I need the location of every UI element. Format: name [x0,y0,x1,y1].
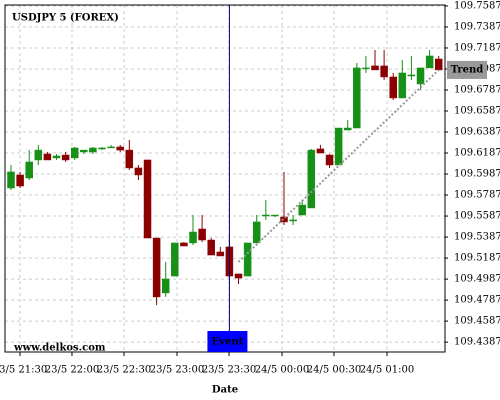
y-tick-label: 109.6587 [454,106,500,117]
candle-body [316,148,325,154]
candle-body [298,204,306,216]
y-tick-label: 109.7587 [454,0,500,11]
y-tick-label: 109.6387 [454,127,500,138]
y-tick-label: 109.5987 [454,169,500,180]
x-tick-label: 23/5 22:30 [97,365,151,376]
candle-body [198,228,206,241]
event-label-box [207,331,248,352]
x-tick-label: 24/5 00:30 [307,365,361,376]
candle-body [207,239,215,256]
candle-body [143,159,152,239]
candle-body [243,242,252,277]
candle-body [89,147,97,153]
y-tick-label: 109.5187 [454,253,500,264]
candle-body [362,67,370,70]
candle-body [289,219,297,222]
y-tick-label: 109.4987 [454,274,500,285]
candle-body [152,237,161,298]
candle-body [407,74,416,77]
candle-body [252,221,261,244]
x-tick-label: 23/5 23:00 [150,365,204,376]
candle-body [70,147,79,159]
candle-body [380,65,388,78]
candle-body [371,65,379,71]
candle-body [389,76,397,99]
y-tick-label: 109.5787 [454,190,500,201]
y-tick-label: 109.5387 [454,232,500,243]
x-tick-label: 23/5 21:30 [0,365,47,376]
x-tick-label: 23/5 23:30 [202,365,256,376]
candle-body [171,242,179,277]
candle-body [107,146,115,149]
candle-body [343,127,352,131]
candle-body [398,72,407,99]
candle-body [116,146,124,151]
candle-body [134,167,143,176]
candle-body [180,242,188,247]
candle-body [98,147,106,150]
y-tick-label: 109.6187 [454,148,500,159]
candle-body [271,214,279,217]
y-tick-label: 109.7187 [454,42,500,53]
x-axis-label: Date [212,385,238,396]
candle-body [7,171,15,189]
x-tick-label: 23/5 22:00 [45,365,99,376]
y-tick-label: 109.6787 [454,84,500,95]
y-tick-label: 109.4387 [454,337,500,348]
candle-body [216,251,225,257]
candle-body [416,67,425,85]
x-tick-label: 24/5 01:00 [360,365,414,376]
y-tick-label: 109.4787 [454,295,500,306]
candle-body [52,155,61,159]
candle-body [434,58,443,71]
candle-body [43,153,52,161]
candle-body [25,161,33,179]
chart-title: USDJPY 5 (FOREX) [12,13,119,24]
candle-body [234,273,243,279]
candle-body [80,149,88,153]
y-tick-label: 109.7387 [454,21,500,32]
candle-body [262,214,270,217]
candle-body [353,67,361,129]
candle-body [125,149,134,169]
candle-body [189,231,197,244]
event-label: Event [212,337,244,348]
watermark: www.delkos.com [13,343,106,354]
x-tick-label: 24/5 00:00 [255,365,309,376]
candle-body [161,278,170,294]
candle-body [16,174,24,187]
candle-body [325,154,334,166]
trend-label: Trend [451,64,484,75]
candle-body [61,154,70,161]
y-tick-label: 109.5587 [454,211,500,222]
candle-body [307,149,316,209]
candle-body [425,55,434,69]
candle-body [334,127,343,166]
y-tick-label: 109.4587 [454,316,500,327]
trend-label-box [447,60,487,79]
candle-body [34,149,43,161]
candle-body [280,216,288,223]
